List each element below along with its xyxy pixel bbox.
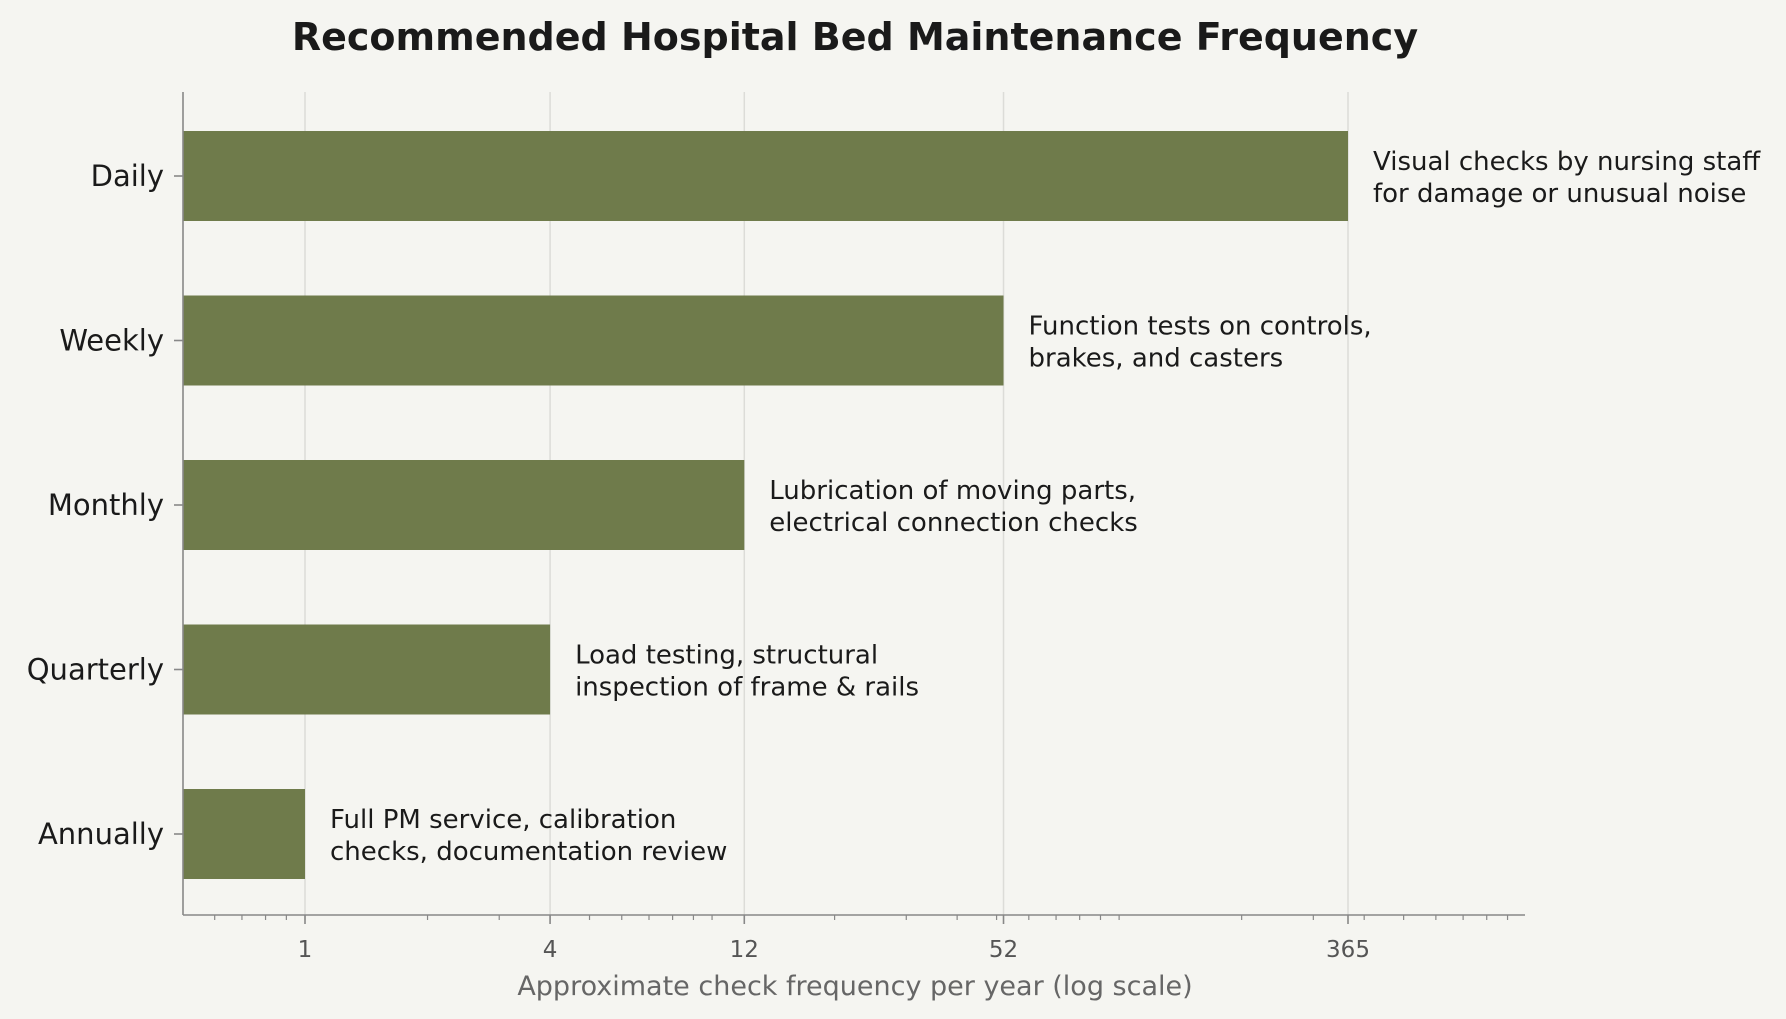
labels: 1 4 12 52 365 Daily Weekly Monthly Quarterly Annu… xyxy=(27,147,1762,963)
bars xyxy=(183,131,1348,879)
bar-daily xyxy=(183,131,1348,221)
y-tick-label: Annually xyxy=(38,817,164,851)
x-tick-label: 365 xyxy=(1326,937,1370,963)
x-tick-label: 4 xyxy=(543,937,558,963)
bar-annotation: brakes, and casters xyxy=(1029,344,1284,374)
bar-annually xyxy=(183,789,305,879)
y-tick-label: Monthly xyxy=(48,488,164,522)
bar-annotation: electrical connection checks xyxy=(769,508,1138,538)
y-tick-label: Weekly xyxy=(59,324,164,358)
bar-weekly xyxy=(183,295,1004,386)
bar-annotation: for damage or unusual noise xyxy=(1373,179,1746,209)
x-tick-label: 12 xyxy=(730,937,759,963)
bar-annotation: inspection of frame & rails xyxy=(575,673,919,703)
x-tick-label: 52 xyxy=(989,937,1018,963)
bar-quarterly xyxy=(183,624,551,715)
bar-annotation: Full PM service, calibration xyxy=(330,805,676,835)
y-tick-label: Daily xyxy=(91,159,164,193)
bar-annotation: Function tests on controls, xyxy=(1029,312,1372,342)
axes xyxy=(174,92,1525,924)
bar-annotation: Lubrication of moving parts, xyxy=(769,476,1136,506)
bar-annotation: checks, documentation review xyxy=(330,837,727,867)
bar-annotation: Visual checks by nursing staff xyxy=(1373,147,1761,177)
x-tick-label: 1 xyxy=(298,937,313,963)
chart-title: Recommended Hospital Bed Maintenance Fre… xyxy=(292,15,1418,59)
x-axis-label: Approximate check frequency per year (lo… xyxy=(517,971,1192,1002)
bar-monthly xyxy=(183,460,745,550)
bar-annotation: Load testing, structural xyxy=(575,641,878,671)
y-tick-label: Quarterly xyxy=(27,653,164,687)
